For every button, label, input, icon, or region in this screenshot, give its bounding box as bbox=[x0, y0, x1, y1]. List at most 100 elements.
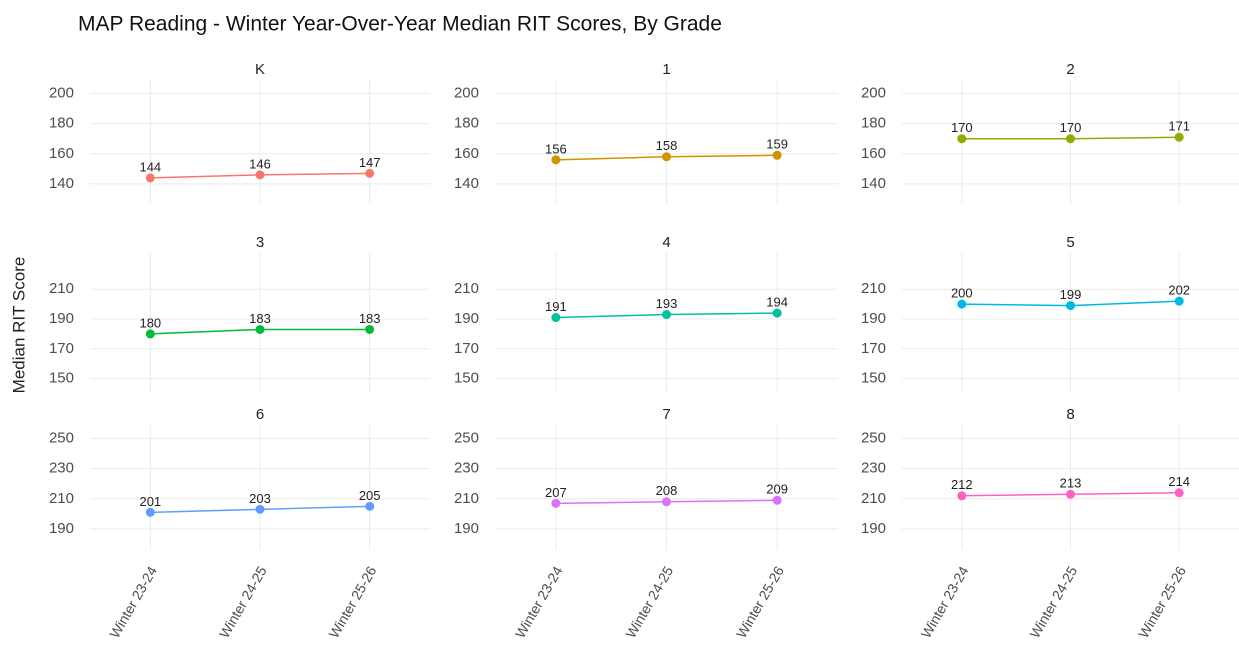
data-label: 201 bbox=[139, 494, 161, 509]
y-tick-label: 190 bbox=[454, 520, 479, 537]
y-tick-label: 250 bbox=[454, 430, 479, 447]
x-tick-label: Winter 23-24 bbox=[106, 563, 160, 641]
y-tick-label: 160 bbox=[49, 145, 74, 162]
point bbox=[145, 329, 155, 339]
data-label: 146 bbox=[249, 156, 271, 171]
y-tick-label: 150 bbox=[861, 370, 886, 387]
data-label: 194 bbox=[766, 295, 788, 310]
data-label: 159 bbox=[766, 137, 788, 152]
point bbox=[255, 170, 265, 180]
data-label: 212 bbox=[951, 477, 973, 492]
y-tick-label: 200 bbox=[861, 85, 886, 102]
y-tick-label: 170 bbox=[861, 340, 886, 357]
y-tick-label: 250 bbox=[861, 430, 886, 447]
data-label: 171 bbox=[1168, 119, 1190, 134]
data-label: 203 bbox=[249, 491, 271, 506]
point bbox=[365, 324, 375, 334]
y-tick-label: 190 bbox=[861, 310, 886, 327]
y-tick-label: 180 bbox=[454, 115, 479, 132]
point bbox=[957, 299, 967, 309]
facet-title: K bbox=[255, 61, 265, 78]
y-axis-label: Median RIT Score bbox=[9, 257, 28, 394]
y-tick-label: 210 bbox=[861, 280, 886, 297]
y-tick-label: 190 bbox=[49, 310, 74, 327]
data-label: 207 bbox=[545, 485, 567, 500]
y-tick-label: 190 bbox=[454, 310, 479, 327]
y-tick-label: 150 bbox=[454, 370, 479, 387]
point bbox=[1066, 134, 1075, 144]
y-tick-label: 160 bbox=[454, 145, 479, 162]
y-tick-label: 230 bbox=[49, 460, 74, 477]
facet-title: 6 bbox=[256, 406, 264, 423]
y-tick-label: 150 bbox=[49, 370, 74, 387]
x-tick-label: Winter 25-26 bbox=[326, 563, 380, 641]
point bbox=[1174, 488, 1184, 498]
point bbox=[957, 134, 967, 144]
data-label: 191 bbox=[545, 299, 567, 314]
facet-title: 4 bbox=[662, 234, 670, 251]
x-tick-label: Winter 25-26 bbox=[1135, 563, 1189, 641]
data-label: 144 bbox=[139, 159, 161, 174]
data-label: 183 bbox=[249, 311, 271, 326]
y-tick-label: 180 bbox=[861, 115, 886, 132]
x-tick-label: Winter 24-25 bbox=[216, 563, 270, 641]
data-label: 170 bbox=[1060, 120, 1082, 135]
point bbox=[1066, 489, 1075, 499]
facet-title: 1 bbox=[662, 61, 670, 78]
y-tick-label: 230 bbox=[861, 460, 886, 477]
data-label: 202 bbox=[1168, 283, 1190, 298]
point bbox=[145, 507, 155, 517]
facet-title: 5 bbox=[1066, 234, 1074, 251]
data-label: 180 bbox=[139, 315, 161, 330]
y-tick-label: 180 bbox=[49, 115, 74, 132]
x-tick-label: Winter 24-25 bbox=[1026, 563, 1080, 641]
y-tick-label: 190 bbox=[49, 520, 74, 537]
y-tick-label: 210 bbox=[49, 280, 74, 297]
y-tick-label: 140 bbox=[49, 175, 74, 192]
point bbox=[662, 310, 671, 320]
y-tick-label: 160 bbox=[861, 145, 886, 162]
point bbox=[772, 150, 782, 160]
point bbox=[772, 495, 782, 505]
data-label: 209 bbox=[766, 482, 788, 497]
y-tick-label: 200 bbox=[454, 85, 479, 102]
y-tick-label: 170 bbox=[454, 340, 479, 357]
point bbox=[1174, 132, 1184, 142]
y-tick-label: 140 bbox=[861, 175, 886, 192]
point bbox=[255, 324, 265, 334]
point bbox=[662, 497, 671, 507]
data-label: 208 bbox=[656, 483, 678, 498]
point bbox=[365, 168, 375, 178]
data-label: 205 bbox=[359, 488, 381, 503]
point bbox=[145, 173, 155, 183]
point bbox=[551, 313, 561, 323]
point bbox=[365, 501, 375, 511]
y-tick-label: 210 bbox=[861, 490, 886, 507]
point bbox=[551, 155, 561, 165]
point bbox=[551, 498, 561, 508]
y-tick-label: 190 bbox=[861, 520, 886, 537]
facet-title: 2 bbox=[1066, 61, 1074, 78]
data-label: 156 bbox=[545, 141, 567, 156]
facet-title: 3 bbox=[256, 234, 264, 251]
data-label: 147 bbox=[359, 155, 381, 170]
point bbox=[957, 491, 967, 501]
point bbox=[255, 504, 265, 514]
x-tick-label: Winter 23-24 bbox=[918, 563, 972, 641]
data-label: 213 bbox=[1060, 476, 1082, 491]
data-label: 193 bbox=[656, 296, 678, 311]
x-tick-label: Winter 25-26 bbox=[733, 563, 787, 641]
y-tick-label: 140 bbox=[454, 175, 479, 192]
data-label: 214 bbox=[1168, 474, 1190, 489]
x-tick-label: Winter 24-25 bbox=[622, 563, 676, 641]
y-tick-label: 230 bbox=[454, 460, 479, 477]
data-label: 158 bbox=[656, 138, 678, 153]
facet-title: 7 bbox=[662, 406, 670, 423]
facet-title: 8 bbox=[1066, 406, 1074, 423]
point bbox=[1066, 301, 1075, 311]
point bbox=[1174, 296, 1184, 306]
y-tick-label: 210 bbox=[49, 490, 74, 507]
y-tick-label: 170 bbox=[49, 340, 74, 357]
data-label: 200 bbox=[951, 286, 973, 301]
